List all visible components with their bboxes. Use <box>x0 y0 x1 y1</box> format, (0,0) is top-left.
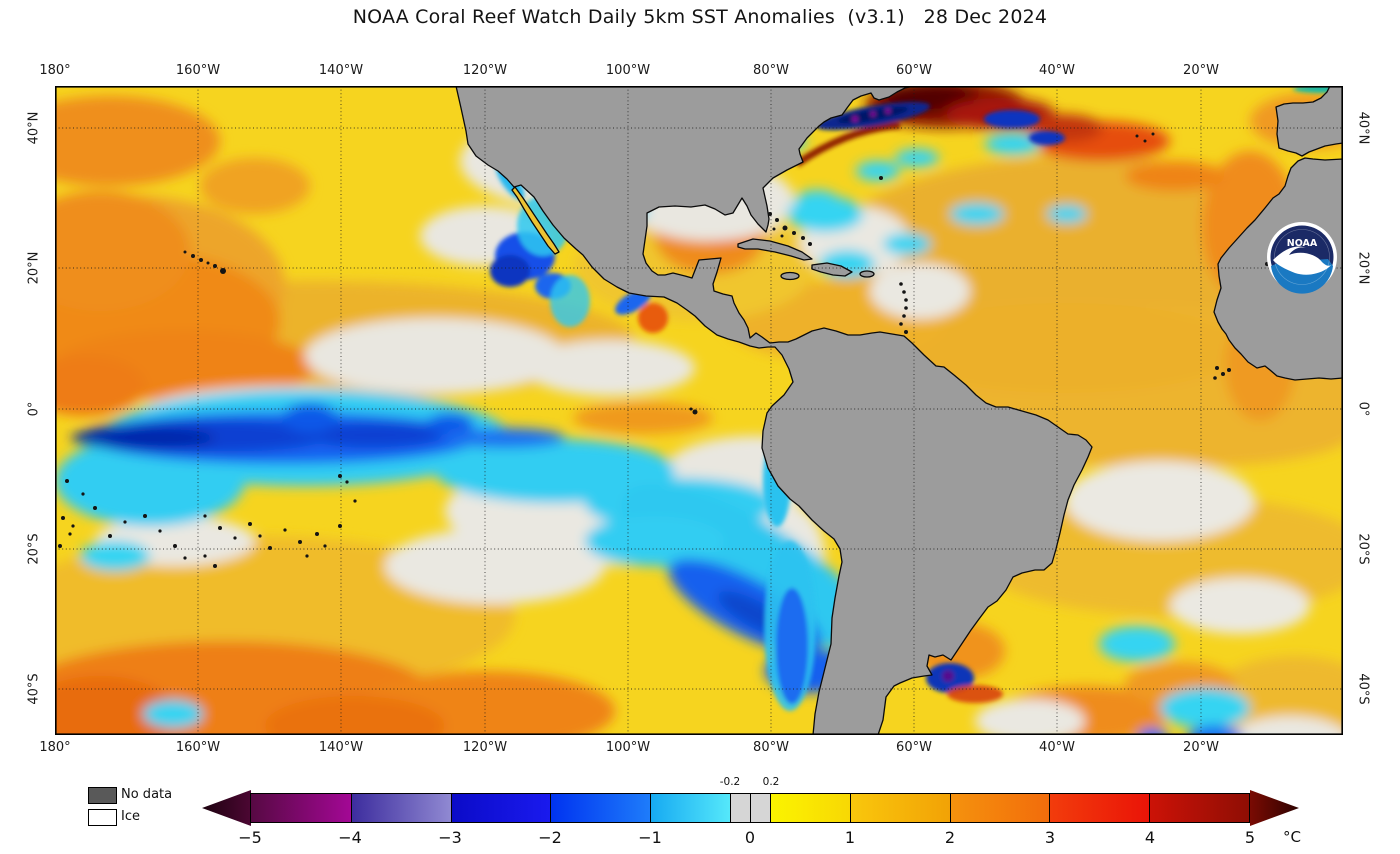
no-data-swatch <box>88 787 117 804</box>
colorbar-minor-tick: 0.2 <box>762 776 780 788</box>
colorbar-tick: −4 <box>338 828 362 847</box>
colorbar-tick: 0 <box>744 828 756 847</box>
colorbar-segment <box>1049 794 1150 822</box>
lon-tick-label: 100°W <box>605 63 651 78</box>
lon-tick-label: 80°W <box>753 740 789 755</box>
lon-tick-label: 180° <box>39 63 71 78</box>
land-americas <box>455 86 1093 735</box>
map-canvas: NOAA <box>55 86 1344 736</box>
lat-tick-label: 20°N <box>26 251 42 285</box>
colorbar-segment <box>450 794 551 822</box>
land-jamaica <box>780 271 800 281</box>
lon-tick-label: 60°W <box>896 740 932 755</box>
no-data-label: No data <box>121 787 173 802</box>
colorbar-gradient <box>250 793 1250 823</box>
lon-tick-label: 80°W <box>753 63 789 78</box>
lat-tick-label: 40°N <box>26 111 42 145</box>
land-iberia <box>1275 86 1343 157</box>
land-baja-california <box>511 186 560 255</box>
colorbar-segment <box>550 794 651 822</box>
noaa-logo-text: NOAA <box>1287 238 1318 249</box>
colorbar-tick: −2 <box>538 828 562 847</box>
colorbar-segment-neutral-pos <box>750 794 770 822</box>
lat-tick-label: 40°S <box>1355 673 1371 705</box>
colorbar-tick: −3 <box>438 828 462 847</box>
lat-tick-label: 0° <box>26 401 42 417</box>
lon-tick-label: 180° <box>39 740 71 755</box>
lon-tick-label: 140°W <box>318 63 364 78</box>
lon-tick-label: 60°W <box>896 63 932 78</box>
colorbar-arrow-right <box>1250 790 1299 826</box>
land-cuba <box>737 238 813 261</box>
lon-tick-label: 120°W <box>462 63 508 78</box>
lat-tick-label: 20°S <box>26 533 42 565</box>
colorbar-segment <box>251 794 351 822</box>
colorbar-segment <box>949 794 1050 822</box>
colorbar-tick: 5 <box>1244 828 1256 847</box>
ice-swatch <box>88 809 117 826</box>
lon-tick-label: 160°W <box>175 740 221 755</box>
lat-tick-label: 40°N <box>1355 111 1371 145</box>
colorbar-segment <box>769 794 850 822</box>
lon-tick-label: 140°W <box>318 740 364 755</box>
colorbar-segment-neutral-neg <box>730 794 750 822</box>
sst-anomaly-field <box>55 86 1343 735</box>
colorbar-tick: 3 <box>1044 828 1056 847</box>
land-puerto-rico <box>859 270 875 278</box>
colorbar-tick: −1 <box>638 828 662 847</box>
lat-tick-label: 0° <box>1355 401 1371 417</box>
colorbar-segment <box>849 794 950 822</box>
lat-tick-label: 20°N <box>1355 251 1371 285</box>
colorbar-segment <box>350 794 451 822</box>
lon-tick-label: 20°W <box>1183 740 1219 755</box>
colorbar-tick: 1 <box>844 828 856 847</box>
map-frame <box>55 86 1344 736</box>
land-hispaniola <box>811 262 853 277</box>
ice-label: Ice <box>121 809 140 824</box>
colorbar-unit-label: °C <box>1283 828 1301 846</box>
lat-tick-label: 20°S <box>1355 533 1371 565</box>
colorbar-tick: 4 <box>1144 828 1156 847</box>
colorbar-segment <box>650 794 731 822</box>
lon-tick-label: 160°W <box>175 63 221 78</box>
lon-tick-label: 40°W <box>1039 63 1075 78</box>
lon-tick-label: 40°W <box>1039 740 1075 755</box>
lon-tick-label: 120°W <box>462 740 508 755</box>
lon-tick-label: 20°W <box>1183 63 1219 78</box>
lat-tick-label: 40°S <box>26 673 42 705</box>
colorbar-arrow-left <box>202 790 251 826</box>
figure-title: NOAA Coral Reef Watch Daily 5km SST Anom… <box>352 6 1048 28</box>
colorbar-tick: −5 <box>238 828 262 847</box>
colorbar-tick: 2 <box>944 828 956 847</box>
lon-tick-label: 100°W <box>605 740 651 755</box>
colorbar-minor-tick: -0.2 <box>719 776 741 788</box>
sst-anomaly-map: NOAA <box>55 86 1344 736</box>
noaa-logo: NOAA <box>1267 222 1337 294</box>
grid-lines <box>55 86 1343 735</box>
colorbar-segment <box>1149 794 1249 822</box>
